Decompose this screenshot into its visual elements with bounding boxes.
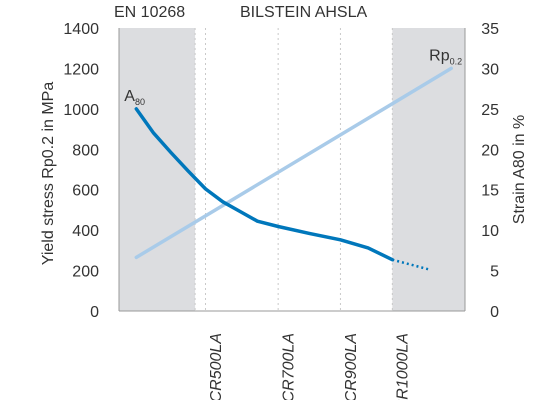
right-tick-20: 20 [481, 142, 499, 159]
series-label-a80-base: A [124, 88, 135, 105]
left-tick-0: 0 [90, 304, 99, 321]
right-tick-0: 0 [490, 304, 499, 321]
left-tick-1200: 1200 [63, 61, 99, 78]
right-tick-5: 5 [490, 264, 499, 281]
x-tick-labels: CR500LA CR700LA CR900LA CR1000LA [208, 333, 412, 400]
left-tick-1000: 1000 [63, 102, 99, 119]
product-label: BILSTEIN AHSLA [240, 4, 367, 21]
series-line-a80-extension [391, 258, 431, 272]
right-axis-label: Strain A80 in % [511, 115, 528, 224]
right-tick-25: 25 [481, 102, 499, 119]
left-tick-800: 800 [72, 142, 99, 159]
right-tick-15: 15 [481, 183, 499, 200]
series-label-a80-sub: 80 [135, 97, 145, 107]
gridlines [194, 28, 393, 311]
standard-label: EN 10268 [114, 4, 185, 21]
x-tick-cr700la: CR700LA [281, 333, 298, 400]
shaded-region-2 [392, 28, 465, 311]
shaded-regions [119, 28, 465, 311]
x-tick-cr500la: CR500LA [208, 333, 225, 400]
right-tick-30: 30 [481, 61, 499, 78]
left-tick-1400: 1400 [63, 21, 99, 38]
right-tick-35: 35 [481, 21, 499, 38]
series-label-rp: Rp0.2 [429, 47, 462, 66]
series-label-rp-sub: 0.2 [450, 56, 463, 66]
series-label-a80: A80 [124, 88, 145, 107]
series-line-rp02 [134, 66, 453, 260]
series-lines [134, 66, 453, 272]
left-tick-400: 400 [72, 223, 99, 240]
left-tick-labels: 0 200 400 600 800 1000 1200 1400 [63, 21, 99, 321]
x-tick-cr1000la: CR1000LA [395, 333, 412, 400]
left-axis-label: Yield stress Rp0.2 in MPa [40, 82, 57, 266]
x-tick-cr900la: CR900LA [343, 333, 360, 400]
series-label-rp-base: Rp [429, 47, 450, 64]
shaded-region-1 [119, 28, 196, 311]
left-tick-200: 200 [72, 264, 99, 281]
right-tick-10: 10 [481, 223, 499, 240]
right-tick-labels: 0 5 10 15 20 25 30 35 [481, 21, 499, 321]
series-line-a80 [134, 107, 395, 262]
left-tick-600: 600 [72, 183, 99, 200]
